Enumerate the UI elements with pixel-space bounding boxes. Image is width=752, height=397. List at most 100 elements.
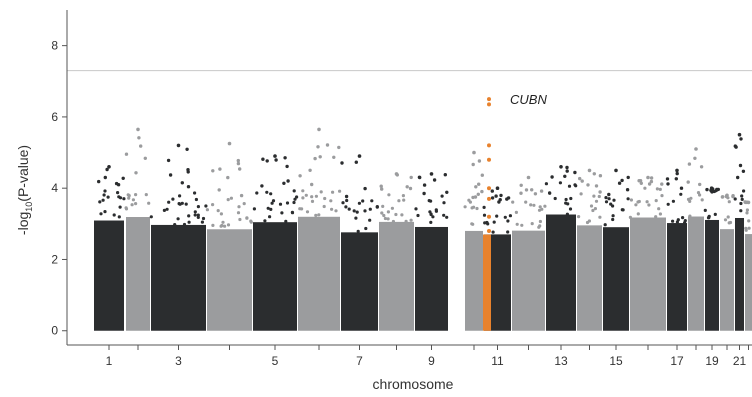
chromosome-20-peak	[725, 193, 729, 198]
chromosome-4-point	[205, 208, 209, 212]
chromosome-13-point	[573, 183, 577, 187]
y-tick-label: 8	[51, 39, 58, 53]
chromosome-5-point	[261, 157, 265, 161]
chromosome-6-point	[338, 189, 342, 193]
y-axis-ticks: 0 2 4 6 8	[51, 39, 67, 338]
chromosome-3-point	[176, 217, 180, 221]
chromosome-8-point	[386, 217, 390, 221]
chromosome-15-point	[626, 197, 630, 201]
chromosome-16-point	[636, 212, 640, 216]
chromosome-1-point	[106, 195, 110, 199]
x-tick-label: 17	[670, 354, 684, 368]
chromosome-1-point	[122, 197, 126, 201]
chromosome-16-point	[660, 182, 664, 186]
chromosome-21-point	[741, 169, 746, 173]
highlight-locus-points	[483, 234, 491, 331]
x-tick-label: 7	[356, 354, 363, 368]
chromosome-2-point	[139, 144, 143, 148]
chromosome-14-point	[577, 215, 581, 219]
chromosome-17-point	[679, 186, 684, 190]
chromosome-12-point	[538, 219, 543, 224]
chromosome-6-peak	[317, 127, 321, 132]
chromosome-14-point	[592, 194, 596, 198]
highlight-point	[487, 157, 491, 162]
chromosome-11-point	[506, 219, 510, 223]
chromosome-4-point	[245, 216, 249, 220]
chromosome-12-point	[533, 192, 538, 196]
chromosome-11-point	[492, 220, 496, 224]
chromosome-14-point	[591, 208, 595, 213]
chromosome-12-peak	[526, 175, 531, 180]
chromosome-12-point	[538, 205, 542, 209]
chromosome-16-point	[647, 182, 652, 186]
chromosome-11-point	[505, 197, 509, 201]
chromosome-12-point	[524, 200, 528, 204]
chromosome-20-point	[726, 215, 730, 219]
chromosome-8-point	[401, 194, 405, 198]
chromosome-9-point	[414, 207, 418, 211]
chromosome-13-point	[564, 197, 568, 202]
chromosome-1-point	[112, 213, 116, 217]
chromosome-6-point	[325, 143, 330, 147]
chromosome-6-point	[323, 196, 327, 201]
chromosome-3-point	[171, 197, 175, 201]
chromosome-8-point	[405, 185, 409, 189]
chromosome-2-peak	[136, 127, 140, 132]
chromosome-5-point	[255, 191, 259, 195]
chromosome-19-point	[716, 187, 720, 192]
chromosome-11-peak	[495, 186, 500, 190]
chromosome-4-point	[216, 209, 220, 213]
chromosome-10-point	[473, 195, 478, 199]
chromosome-9-point	[442, 201, 446, 205]
chromosome-7-point	[354, 216, 358, 220]
chromosome-4-point	[236, 161, 241, 166]
chromosome-17-point	[679, 192, 683, 196]
chromosome-10-point	[467, 198, 471, 202]
chromosome-9-point	[427, 199, 431, 203]
chromosome-14-point	[578, 176, 582, 181]
chromosome-6-point	[298, 174, 302, 178]
chromosome-13-point	[565, 165, 569, 170]
chromosome-12-point	[524, 188, 529, 192]
chromosome-6-points	[298, 216, 340, 331]
highlight-points	[483, 97, 491, 331]
chromosome-14-point	[589, 204, 594, 208]
chromosome-3-point	[165, 207, 169, 211]
chromosome-9-point	[422, 183, 427, 187]
chromosome-13-point	[550, 175, 554, 179]
chromosome-18-point	[687, 162, 692, 166]
chromosome-4-peak	[227, 141, 232, 146]
chromosome-15-point	[604, 196, 608, 200]
chromosome-18-point	[699, 165, 704, 169]
chromosome-3-point	[187, 214, 191, 218]
chromosome-16-peak	[646, 175, 650, 180]
chromosome-7-point	[375, 205, 379, 209]
chromosome-12-point	[519, 183, 523, 187]
chromosome-13-point	[563, 174, 567, 178]
chromosome-6-point	[329, 199, 333, 203]
y-tick-label: 4	[51, 181, 58, 195]
chromosome-12-points	[512, 230, 545, 331]
chromosome-7-point	[356, 229, 360, 233]
chromosome-15-point	[621, 208, 625, 212]
chromosome-12-point	[532, 203, 536, 207]
chromosome-6-point	[313, 156, 317, 161]
chromosome-9-point	[422, 191, 426, 196]
chromosome-3-point	[184, 202, 188, 206]
x-tick-label: 13	[554, 354, 568, 368]
chromosome-4-points	[207, 229, 252, 331]
chromosome-20-point	[727, 221, 731, 225]
chromosome-1-point	[98, 200, 102, 204]
chromosome-22-point	[747, 226, 751, 230]
chromosome-14-point	[598, 174, 603, 178]
chromosome-14-point	[586, 183, 590, 187]
chromosome-13-point	[565, 212, 570, 216]
chromosome-3-point	[178, 194, 182, 198]
chromosome-6-point	[337, 145, 341, 150]
chromosome-11-point	[482, 213, 487, 217]
chromosome-6-point	[317, 213, 321, 217]
x-tick-label: 21	[733, 354, 747, 368]
chromosome-8-point	[409, 218, 413, 222]
chromosome-15-point	[603, 223, 607, 227]
y-axis-title-tail: (P-value)	[15, 145, 31, 202]
